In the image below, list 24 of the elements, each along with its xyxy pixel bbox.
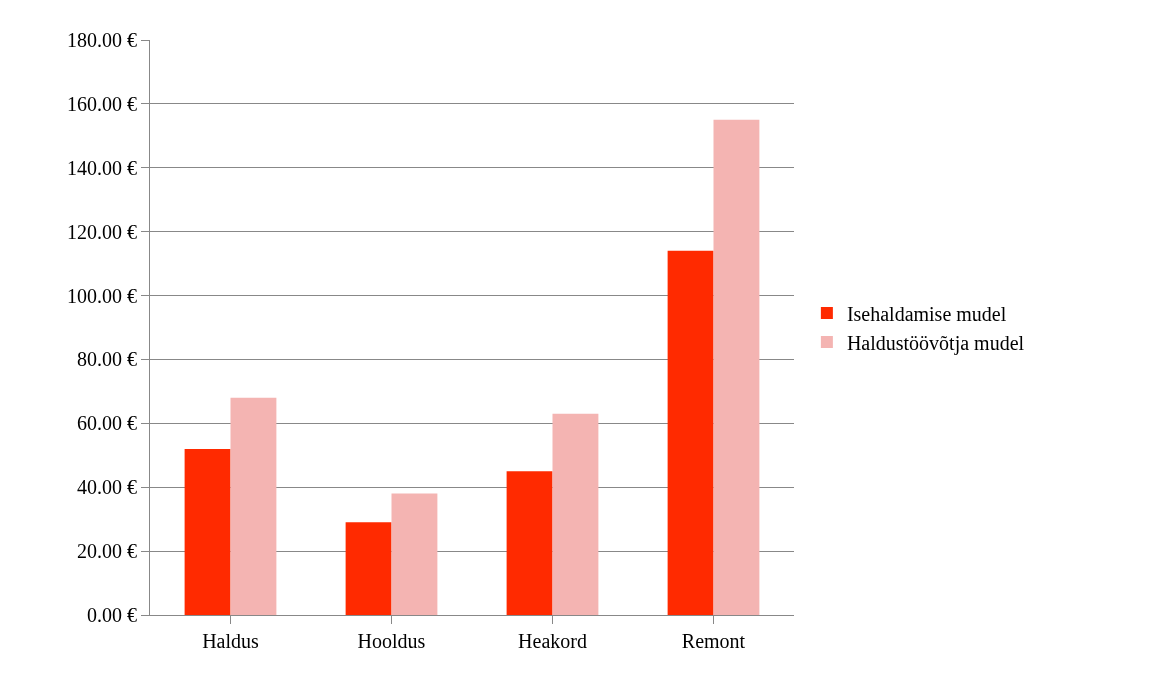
bar [552, 413, 599, 615]
bar [713, 119, 760, 615]
y-tick-label: 180.00 € [67, 29, 137, 51]
x-tick-label: Hooldus [357, 630, 426, 652]
bar [391, 493, 438, 615]
y-tick-label: 80.00 € [77, 348, 137, 371]
y-tick-label: 40.00 € [77, 476, 137, 499]
y-tick-label: 60.00 € [77, 412, 137, 435]
legend-label: Isehaldamise mudel [846, 302, 1007, 325]
bar [345, 522, 392, 615]
bar [506, 471, 553, 615]
y-tick-label: 20.00 € [77, 540, 137, 563]
y-tick-label: 100.00 € [67, 284, 137, 307]
y-tick-label: 160.00 € [67, 92, 137, 115]
y-tick-label: 0.00 € [87, 604, 137, 626]
bar [184, 448, 231, 615]
x-tick-label: Haldus [202, 630, 260, 652]
y-tick-label: 120.00 € [67, 220, 137, 243]
x-tick-label: Remont [681, 630, 746, 652]
x-tick-label: Heakord [518, 630, 587, 652]
legend-label: Haldustöövõtja mudel [846, 331, 1025, 355]
y-tick-label: 140.00 € [67, 156, 137, 179]
bar [230, 397, 277, 615]
bar [667, 250, 714, 615]
